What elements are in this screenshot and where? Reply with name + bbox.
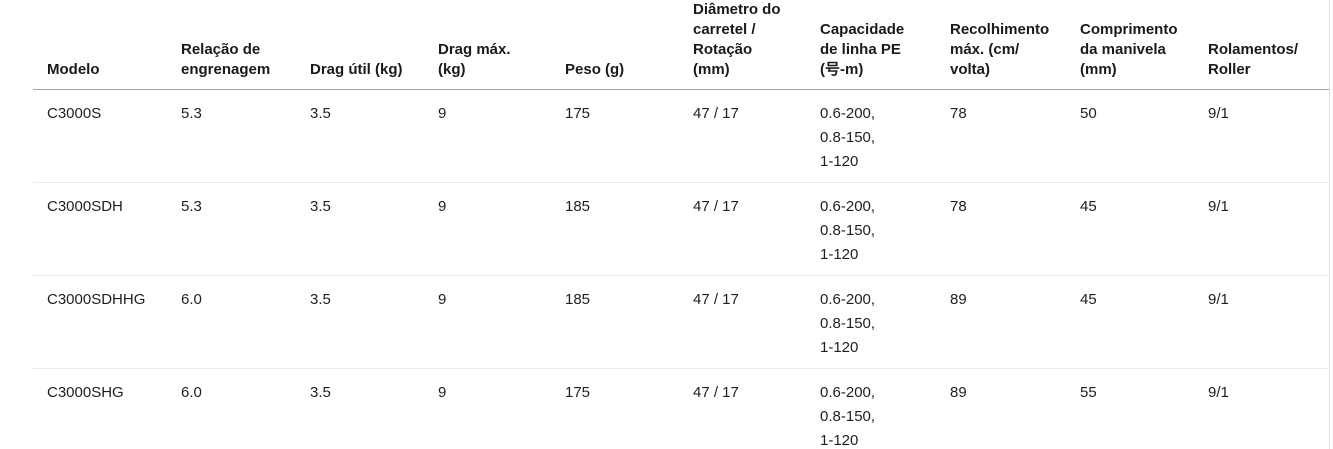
column-header-capacidade-linha-pe: Capacidade de linha PE (号-m) xyxy=(806,0,936,90)
cell-drag-util: 3.5 xyxy=(296,275,424,369)
column-header-modelo: Modelo xyxy=(33,0,167,90)
cell-capacidade-linha-pe: 0.6-200, 0.8-150, 1-120 xyxy=(806,182,936,276)
cell-gear-ratio: 6.0 xyxy=(167,368,296,449)
cell-drag-util: 3.5 xyxy=(296,182,424,276)
cell-drag-util: 3.5 xyxy=(310,105,331,122)
cell-capacidade-linha-pe: 0.6-200, 0.8-150, 1-120 xyxy=(820,105,876,170)
cell-rolamentos-roller: 9/1 xyxy=(1194,275,1329,369)
cell-modelo: C3000S xyxy=(47,105,102,122)
cell-rolamentos-roller: 9/1 xyxy=(1194,182,1329,276)
cell-peso: 175 xyxy=(565,105,591,122)
cell-capacidade-linha-pe: 0.6-200, 0.8-150, 1-120 xyxy=(806,275,936,369)
cell-drag-max: 9 xyxy=(424,275,551,369)
cell-comprimento-manivela: 50 xyxy=(1080,105,1097,122)
cell-recolhimento-max: 89 xyxy=(936,275,1066,369)
cell-recolhimento-max: 89 xyxy=(936,368,1066,449)
cell-comprimento-manivela: 45 xyxy=(1066,182,1194,276)
column-header-peso: Peso (g) xyxy=(551,0,679,90)
column-header-drag-max: Drag máx. (kg) xyxy=(424,0,551,90)
table-row: C3000S 5.3 3.5 9 175 47 / 17 0.6-200, 0.… xyxy=(33,90,1329,183)
cell-rolamentos-roller: 9/1 xyxy=(1208,105,1229,122)
cell-capacidade-linha-pe: 0.6-200, 0.8-150, 1-120 xyxy=(806,368,936,449)
cell-drag-util: 3.5 xyxy=(296,368,424,449)
cell-recolhimento-max: 78 xyxy=(950,105,967,122)
column-header-recolhimento-max: Recolhimento máx. (cm/ volta) xyxy=(936,0,1066,90)
reel-spec-table: Modelo Relação de engrenagem Drag útil (… xyxy=(33,0,1329,449)
cell-comprimento-manivela: 45 xyxy=(1066,275,1194,369)
cell-modelo: C3000SHG xyxy=(33,368,167,449)
cell-recolhimento-max: 78 xyxy=(936,182,1066,276)
table-row: C3000SHG 6.0 3.5 9 175 47 / 17 0.6-200, … xyxy=(33,368,1329,449)
cell-drag-max: 9 xyxy=(424,182,551,276)
column-header-comprimento-manivela: Comprimento da manivela (mm) xyxy=(1066,0,1194,90)
cell-drag-max: 9 xyxy=(424,368,551,449)
cell-modelo: C3000SDHHG xyxy=(33,275,167,369)
column-header-diametro-carretel: Diâmetro do carretel / Rotação (mm) xyxy=(679,0,806,90)
column-header-drag-util: Drag útil (kg) xyxy=(296,0,424,90)
cell-peso: 175 xyxy=(551,368,679,449)
cell-diametro-carretel: 47 / 17 xyxy=(679,182,806,276)
column-header-rolamentos-roller: Rolamentos/ Roller xyxy=(1194,0,1329,90)
table-row: C3000SDHHG 6.0 3.5 9 185 47 / 17 0.6-200… xyxy=(33,275,1329,369)
cell-gear-ratio: 5.3 xyxy=(181,105,202,122)
column-header-gear-ratio: Relação de engrenagem xyxy=(167,0,296,90)
table-row: C3000SDH 5.3 3.5 9 185 47 / 17 0.6-200, … xyxy=(33,182,1329,276)
cell-comprimento-manivela: 55 xyxy=(1066,368,1194,449)
cell-rolamentos-roller: 9/1 xyxy=(1194,368,1329,449)
cell-gear-ratio: 6.0 xyxy=(167,275,296,369)
cell-peso: 185 xyxy=(551,182,679,276)
cell-diametro-carretel: 47 / 17 xyxy=(693,105,739,122)
cell-peso: 185 xyxy=(551,275,679,369)
header-row: Modelo Relação de engrenagem Drag útil (… xyxy=(33,0,1329,90)
cell-modelo: C3000SDH xyxy=(33,182,167,276)
cell-diametro-carretel: 47 / 17 xyxy=(679,368,806,449)
cell-drag-max: 9 xyxy=(438,105,447,122)
cell-diametro-carretel: 47 / 17 xyxy=(679,275,806,369)
cell-gear-ratio: 5.3 xyxy=(167,182,296,276)
